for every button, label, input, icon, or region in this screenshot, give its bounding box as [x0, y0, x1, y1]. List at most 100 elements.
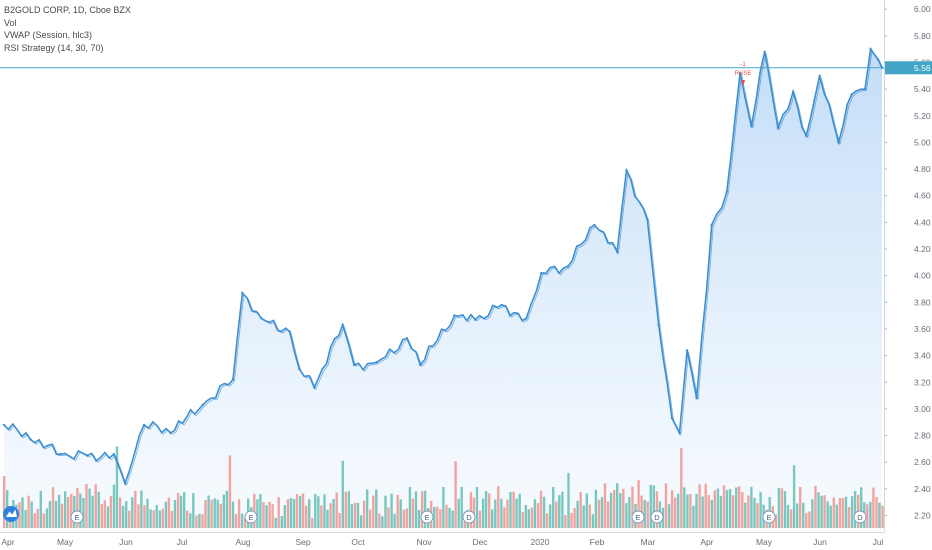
volume-bar	[329, 503, 332, 528]
price-point	[625, 169, 628, 172]
dividend-marker[interactable]: D	[853, 510, 867, 524]
price-point	[763, 50, 766, 53]
volume-bar	[378, 513, 381, 528]
volume-bar	[689, 494, 692, 528]
volume-bar	[832, 497, 835, 528]
volume-bar	[469, 492, 473, 528]
volume-bar	[88, 488, 91, 528]
price-point	[695, 397, 698, 400]
volume-bar	[268, 501, 271, 528]
volume-bar	[515, 498, 518, 528]
volume-bar	[823, 495, 826, 528]
volume-bar	[497, 486, 500, 528]
volume-bar	[198, 513, 201, 528]
volume-bar	[637, 480, 640, 528]
volume-bar	[460, 486, 463, 528]
price-axis-bg	[884, 0, 932, 550]
volume-bar	[442, 487, 445, 528]
price-point	[142, 423, 146, 427]
price-point	[313, 386, 316, 389]
volume-bar	[820, 495, 823, 528]
price-point	[869, 47, 872, 51]
volume-bar	[167, 497, 171, 528]
volume-bar	[314, 493, 317, 528]
volume-bar	[683, 487, 686, 528]
volume-bar	[582, 505, 585, 528]
volume-bar	[503, 507, 506, 528]
volume-bar	[384, 495, 387, 528]
volume-bar	[457, 498, 460, 528]
volume-bar	[738, 486, 741, 528]
volume-bar	[674, 497, 677, 528]
legend-title: B2GOLD CORP, 1D, Cboe BZX	[4, 5, 131, 15]
volume-bar	[509, 492, 512, 528]
volume-bar	[603, 483, 607, 528]
earnings-marker[interactable]: E	[762, 510, 776, 524]
time-axis-bg	[0, 532, 932, 550]
volume-bar	[390, 493, 393, 528]
price-tick-label: 3.40	[914, 351, 931, 361]
volume-bar	[573, 507, 576, 528]
volume-bar	[527, 509, 530, 528]
volume-bar	[725, 490, 729, 528]
volume-bar	[286, 499, 290, 528]
price-tick-label: 5.40	[914, 84, 931, 94]
volume-bar	[799, 487, 802, 528]
volume-bar	[36, 508, 39, 528]
volume-bar	[176, 493, 180, 528]
volume-bar	[805, 513, 808, 528]
volume-bar	[121, 505, 125, 528]
price-point	[298, 367, 301, 371]
earnings-marker[interactable]: E	[70, 510, 84, 524]
volume-bar	[838, 498, 842, 528]
volume-bar	[301, 493, 305, 528]
tradingview-logo-icon[interactable]	[3, 506, 19, 522]
volume-bar	[481, 498, 485, 528]
earnings-marker[interactable]: E	[631, 510, 645, 524]
volume-bar	[155, 505, 158, 528]
volume-bar	[841, 498, 845, 528]
volume-bar	[802, 502, 805, 528]
price-point	[352, 363, 356, 367]
volume-bar	[94, 484, 97, 528]
volume-bar	[317, 496, 320, 528]
price-point	[805, 134, 808, 137]
volume-bar	[219, 503, 222, 528]
dividend-marker[interactable]: D	[650, 510, 664, 524]
volume-bar	[853, 491, 857, 528]
volume-bar	[164, 501, 168, 528]
volume-bar	[18, 502, 21, 528]
volume-bar	[670, 490, 674, 528]
earnings-marker[interactable]: E	[244, 510, 258, 524]
volume-bar	[539, 490, 543, 528]
volume-bar	[274, 517, 277, 528]
legend-vol: Vol	[4, 17, 17, 28]
price-tick-label: 2.80	[914, 431, 931, 441]
volume-bar	[375, 489, 378, 528]
volume-bar	[850, 496, 854, 528]
earnings-marker[interactable]: E	[420, 510, 434, 524]
volume-bar	[405, 508, 408, 528]
volume-bar	[713, 490, 716, 528]
price-tick-label: 3.80	[914, 297, 931, 307]
volume-bar	[512, 491, 515, 528]
price-tick-label: 4.20	[914, 244, 931, 254]
price-point	[2, 423, 6, 427]
volume-bar	[716, 488, 720, 528]
volume-bar	[491, 509, 494, 528]
volume-bar	[308, 499, 311, 528]
dividend-marker[interactable]: D	[462, 510, 476, 524]
volume-bar	[60, 503, 64, 528]
time-tick-label: Nov	[416, 537, 432, 547]
volume-bar	[161, 508, 164, 528]
volume-bar	[756, 503, 759, 528]
volume-bar	[396, 494, 399, 528]
volume-bar	[109, 495, 113, 528]
volume-bar	[201, 514, 204, 528]
volume-bar	[869, 501, 872, 528]
volume-bar	[518, 493, 521, 528]
volume-bar	[710, 499, 713, 528]
time-tick-label: Sep	[295, 537, 310, 547]
time-tick-label: May	[57, 537, 74, 547]
